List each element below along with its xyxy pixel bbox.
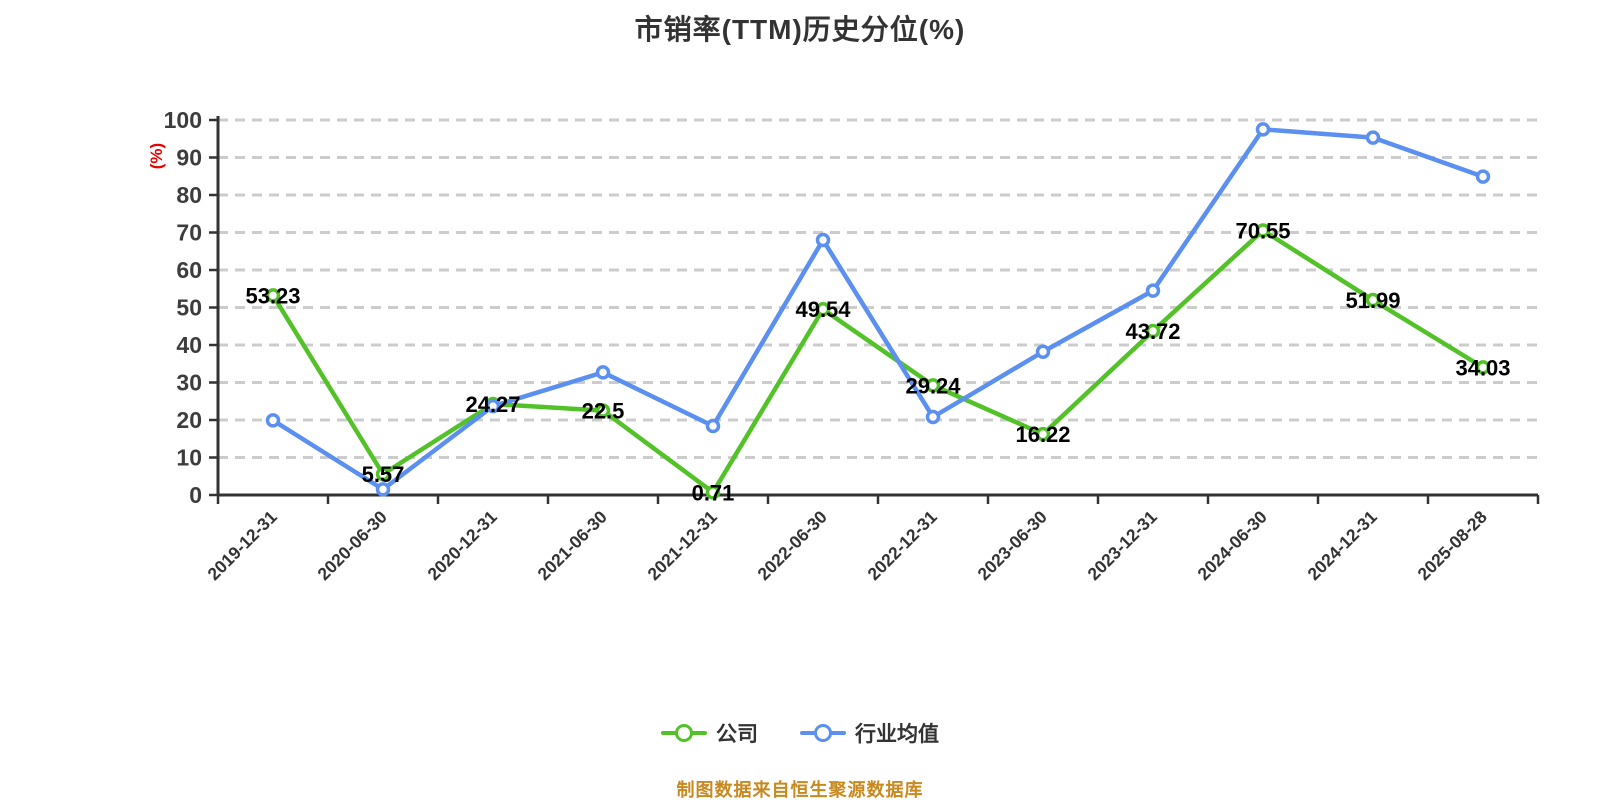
x-axis-date-label: 2022-12-31 [863,507,941,585]
y-axis-tick-label: 30 [176,370,202,396]
y-axis-tick-label: 0 [189,482,202,508]
industry-data-point [485,398,501,414]
company-data-point [925,378,941,393]
x-axis-date-label: 2021-06-30 [533,507,611,585]
chart-legend: 公司 行业均值 [0,718,1600,748]
y-axis-tick-label: 90 [176,145,202,171]
company-data-point [1255,223,1271,238]
data-point-value-label: 24.27 [465,392,520,417]
y-axis-tick-label: 40 [176,332,202,358]
data-point-value-label: 29.24 [905,373,961,398]
company-data-point [705,485,721,500]
company-data-point [1475,360,1491,375]
company-data-point [595,403,611,418]
industry-data-point [1145,283,1161,298]
company-value-labels: 53.23 5.57 24.27 22.5 0.71 49.54 29.24 16.22 43.… [245,218,1510,505]
x-axis-date-label: 2023-06-30 [973,507,1051,585]
industry-series [265,122,1491,497]
data-point-value-label: 51.99 [1345,288,1400,313]
company-marker-dot-icon [675,724,693,742]
y-axis-tick-label: 20 [176,407,202,433]
industry-data-point [925,409,941,425]
data-point-value-label: 49.54 [795,297,851,322]
y-axis-tick-label: 80 [176,182,202,208]
industry-marker-dot-icon [814,724,832,742]
y-axis-tick-label: 70 [176,220,202,246]
data-point-value-label: 53.23 [245,283,300,308]
x-axis-date-label: 2020-06-30 [313,507,391,585]
y-axis-tick-label: 100 [164,107,202,133]
chart-title: 市销率(TTM)历史分位(%) [634,14,966,45]
x-axis-date-label: 2020-12-31 [423,507,501,585]
legend-item-company[interactable]: 公司 [661,718,758,748]
company-data-point [375,466,391,482]
company-series [265,223,1491,500]
company-data-point [815,301,831,317]
gridlines [218,118,1538,459]
x-axis-date-label: 2019-12-31 [203,507,281,585]
data-point-value-label: 22.5 [582,399,625,424]
industry-data-point [705,418,721,434]
y-axis-tick-label: 60 [176,257,202,283]
industry-data-point [815,232,831,248]
industry-data-point [1475,169,1491,184]
data-point-value-label: 34.03 [1455,355,1510,380]
x-axis-date-label: 2021-12-31 [643,507,721,585]
legend-label-company: 公司 [716,723,758,746]
data-point-value-label: 16.22 [1015,422,1070,447]
company-data-point [1365,292,1381,308]
industry-data-point [595,365,611,380]
industry-data-point [265,413,281,428]
legend-label-industry-average: 行业均值 [855,723,939,746]
industry-data-point [375,482,391,497]
industry-line [270,127,1486,492]
x-axis-date-label: 2025-08-28 [1413,507,1491,585]
industry-data-point [1035,344,1051,359]
data-point-value-label: 0.71 [692,480,735,505]
industry-data-point [1255,122,1271,137]
y-axis-tick-label: 10 [176,445,202,471]
x-axis-date-label: 2023-12-31 [1083,507,1161,585]
data-point-value-label: 43.72 [1125,319,1180,344]
x-axis-date-label: 2024-06-30 [1193,507,1271,585]
industry-series-marker-icon [800,724,846,742]
company-data-point [265,288,281,303]
company-series-marker-icon [661,724,707,742]
company-data-point [1035,426,1051,442]
company-line [270,228,1486,495]
company-data-point [1145,323,1161,339]
industry-data-point [1365,130,1381,145]
plot-area: 0 10 20 30 40 50 60 70 80 90 100 2019-12-31 2020-06-… [164,107,1540,585]
data-point-value-label: 5.57 [362,462,405,487]
x-axis-date-label: 2024-12-31 [1303,507,1381,585]
x-axis-date-label: 2022-06-30 [753,507,831,585]
y-axis-tick-label: 50 [176,295,202,321]
data-point-value-label: 70.55 [1235,218,1290,243]
legend-item-industry-average[interactable]: 行业均值 [800,718,939,748]
data-source-note: 制图数据来自恒生聚源数据库 [676,780,924,800]
